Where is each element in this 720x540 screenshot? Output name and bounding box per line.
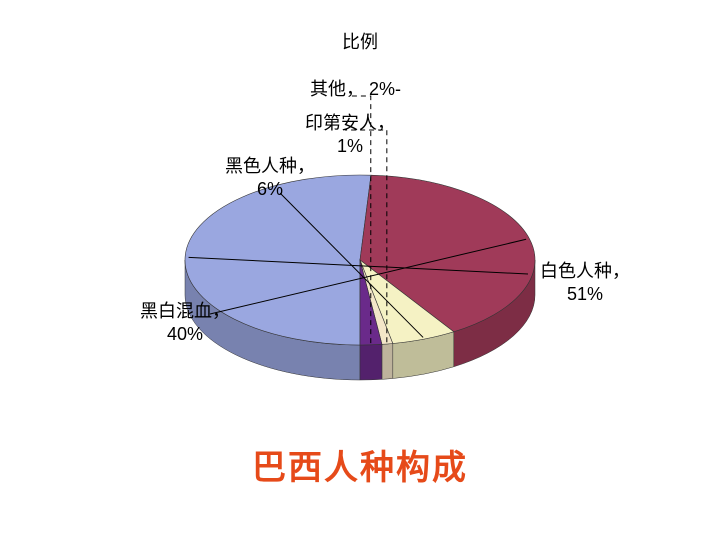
label-black: 黑色人种， 6% <box>225 155 315 202</box>
label-mixed: 黑白混血， 40% <box>140 300 230 347</box>
pie-side-other <box>360 344 382 380</box>
chart-caption: 巴西人种构成 <box>252 440 468 489</box>
pie-slice-indig <box>360 260 393 344</box>
pie-slice-black <box>360 260 454 343</box>
pie-slice-other <box>360 260 382 345</box>
label-white: 白色人种， 51% <box>540 260 630 307</box>
label-text-mixed: 黑白混血， <box>140 301 230 321</box>
label-text-white: 白色人种， <box>540 261 630 281</box>
label-value-white: 51% <box>567 284 603 304</box>
label-other: 其他， 2%- <box>310 78 401 101</box>
label-text-other: 其他， 2%- <box>310 79 401 99</box>
leader-mixed <box>210 239 526 314</box>
pie-side-black <box>393 332 454 379</box>
label-indig: 印第安人， 1% <box>305 112 395 159</box>
leader-white <box>189 257 528 274</box>
pie-slice-mixed <box>360 175 535 332</box>
leader-indig <box>345 130 387 342</box>
label-text-indig: 印第安人， <box>305 113 395 133</box>
label-value-indig: 1% <box>337 136 363 156</box>
label-value-black: 6% <box>257 179 283 199</box>
pie-side-indig <box>382 343 393 379</box>
label-value-mixed: 40% <box>167 324 203 344</box>
label-text-black: 黑色人种， <box>225 156 315 176</box>
chart-title: 比例 <box>342 28 378 54</box>
pie-side-mixed <box>454 260 535 367</box>
leader-black <box>280 193 423 337</box>
